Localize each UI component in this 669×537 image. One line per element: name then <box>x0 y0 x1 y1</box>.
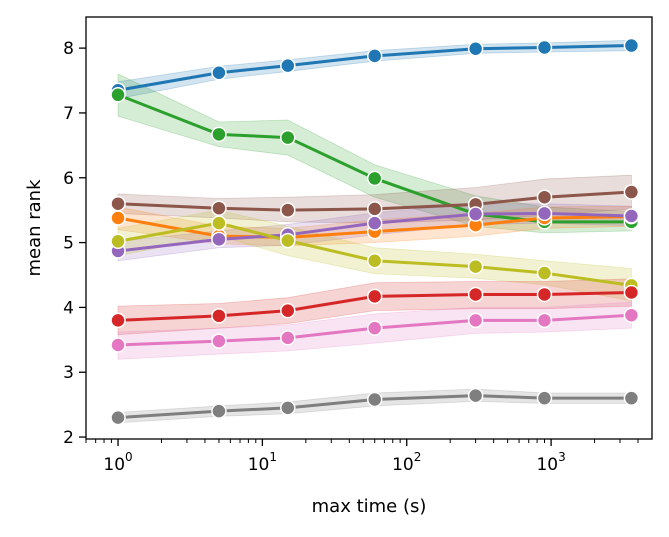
y-tick-label: 7 <box>63 104 74 124</box>
data-point-olive <box>536 265 553 281</box>
data-point-red <box>280 302 296 319</box>
data-point-red <box>366 288 383 305</box>
data-point-red <box>536 286 553 303</box>
data-point-olive <box>211 215 227 231</box>
y-tick-label: 8 <box>63 39 74 59</box>
data-point-gray <box>211 403 227 419</box>
data-point-red <box>623 284 640 301</box>
data-point-orange <box>110 210 126 226</box>
data-point-gray <box>623 390 640 406</box>
data-point-pink <box>623 307 640 323</box>
data-point-red <box>467 286 484 303</box>
y-tick-label: 2 <box>63 428 74 448</box>
data-point-green <box>110 87 126 103</box>
data-point-blue <box>280 57 296 74</box>
data-point-red <box>211 308 227 324</box>
data-point-brown <box>110 195 126 212</box>
data-point-gray <box>366 391 383 408</box>
x-tick-label: 101 <box>248 450 277 475</box>
data-point-green <box>211 126 227 143</box>
data-point-purple <box>366 215 383 231</box>
data-point-blue <box>536 39 553 56</box>
data-point-gray <box>280 400 296 416</box>
data-point-blue <box>467 41 484 57</box>
data-point-gray <box>467 387 484 404</box>
data-point-green <box>366 170 383 187</box>
y-tick-label: 4 <box>63 298 74 318</box>
x-tick-label: 103 <box>536 450 565 475</box>
ci-band-red <box>117 278 632 336</box>
data-point-olive <box>467 258 484 275</box>
series-points <box>110 37 640 426</box>
data-point-olive <box>366 252 383 269</box>
data-point-green <box>280 129 296 146</box>
data-point-blue <box>366 48 383 64</box>
y-tick-label: 6 <box>63 169 74 189</box>
data-point-gray <box>536 390 553 406</box>
x-tick-label: 100 <box>103 450 132 475</box>
data-point-brown <box>366 201 383 217</box>
data-point-purple <box>536 205 553 222</box>
data-point-purple <box>467 206 484 222</box>
y-tick-label: 3 <box>63 363 74 383</box>
data-point-purple <box>623 208 640 224</box>
data-point-brown <box>211 200 227 216</box>
data-point-pink <box>467 312 484 329</box>
y-axis: 2 3 4 5 6 7 8 <box>63 39 86 448</box>
data-point-pink <box>211 333 227 349</box>
data-point-pink <box>280 330 296 346</box>
data-point-blue <box>211 65 227 81</box>
y-axis-label: mean rank <box>24 179 45 277</box>
x-axis: 100 101 102 103 <box>85 439 639 475</box>
data-point-gray <box>110 409 126 426</box>
data-point-olive <box>110 233 126 250</box>
data-point-blue <box>623 37 640 54</box>
x-tick-label: 102 <box>392 450 421 475</box>
x-axis-label: max time (s) <box>312 496 427 517</box>
data-point-brown <box>280 202 296 218</box>
data-point-pink <box>366 320 383 336</box>
y-tick-label: 5 <box>63 234 74 254</box>
data-point-pink <box>110 337 126 353</box>
data-point-olive <box>280 232 296 249</box>
data-point-red <box>110 312 126 329</box>
data-point-purple <box>211 231 227 248</box>
plot-frame <box>85 16 653 440</box>
data-point-brown <box>623 184 640 200</box>
data-point-pink <box>536 312 553 329</box>
data-point-brown <box>536 189 553 205</box>
